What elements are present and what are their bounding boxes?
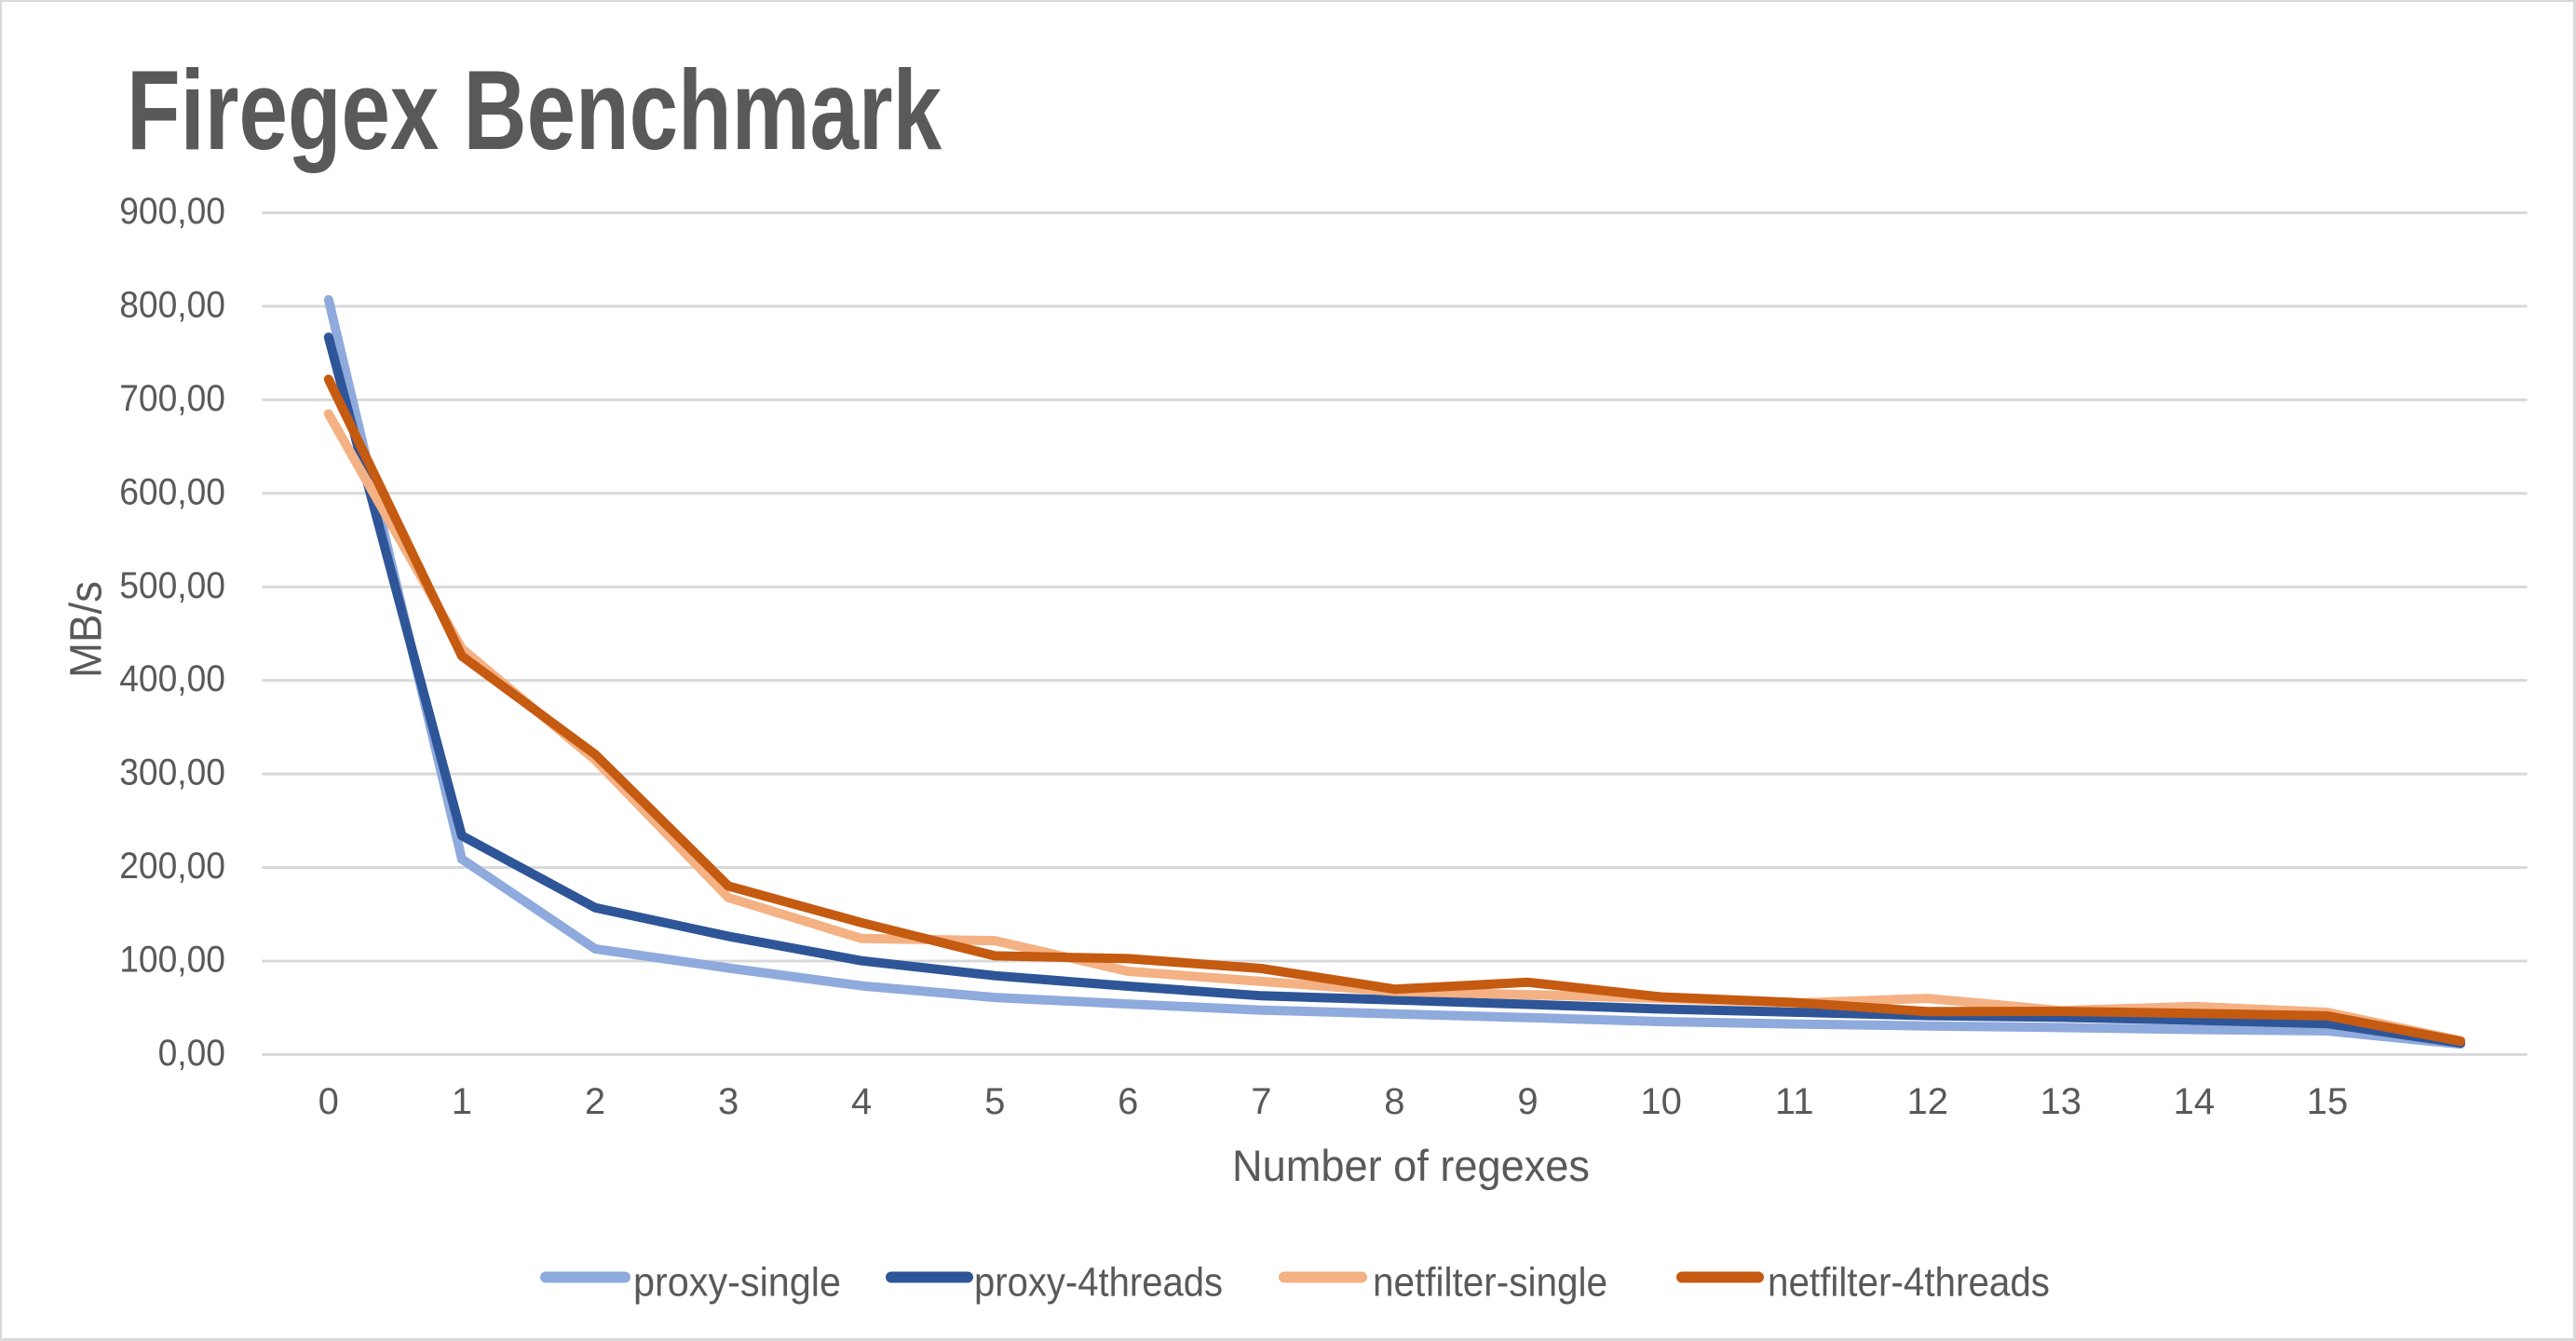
svg-text:0,00: 0,00 (158, 1033, 225, 1074)
svg-text:8: 8 (1384, 1081, 1404, 1122)
svg-text:100,00: 100,00 (119, 940, 225, 981)
svg-text:3: 3 (718, 1081, 739, 1122)
svg-text:2: 2 (585, 1081, 605, 1122)
svg-text:900,00: 900,00 (119, 191, 225, 232)
svg-text:300,00: 300,00 (119, 752, 225, 793)
svg-text:Number of regexes: Number of regexes (1232, 1141, 1590, 1190)
svg-text:9: 9 (1517, 1081, 1538, 1122)
svg-text:700,00: 700,00 (119, 378, 225, 419)
svg-text:12: 12 (1907, 1081, 1949, 1122)
svg-text:400,00: 400,00 (119, 658, 225, 699)
svg-text:14: 14 (2174, 1081, 2216, 1122)
svg-text:4: 4 (851, 1081, 872, 1122)
svg-text:10: 10 (1640, 1081, 1682, 1122)
svg-text:200,00: 200,00 (119, 846, 225, 887)
svg-text:1: 1 (452, 1081, 472, 1122)
svg-text:0: 0 (319, 1081, 339, 1122)
svg-text:MB/s: MB/s (61, 581, 111, 678)
svg-text:Firegex Benchmark: Firegex Benchmark (127, 47, 942, 173)
svg-text:600,00: 600,00 (119, 471, 225, 512)
svg-text:11: 11 (1775, 1081, 1814, 1122)
svg-text:13: 13 (2040, 1081, 2082, 1122)
svg-text:15: 15 (2307, 1081, 2349, 1122)
svg-text:5: 5 (984, 1081, 1005, 1122)
svg-text:netfilter-4threads: netfilter-4threads (1768, 1260, 2050, 1306)
svg-text:500,00: 500,00 (119, 565, 225, 606)
svg-text:800,00: 800,00 (119, 285, 225, 326)
svg-text:6: 6 (1118, 1081, 1138, 1122)
svg-text:proxy-4threads: proxy-4threads (974, 1260, 1223, 1306)
svg-text:netfilter-single: netfilter-single (1373, 1260, 1607, 1306)
svg-text:proxy-single: proxy-single (633, 1260, 841, 1306)
svg-text:7: 7 (1251, 1081, 1271, 1122)
